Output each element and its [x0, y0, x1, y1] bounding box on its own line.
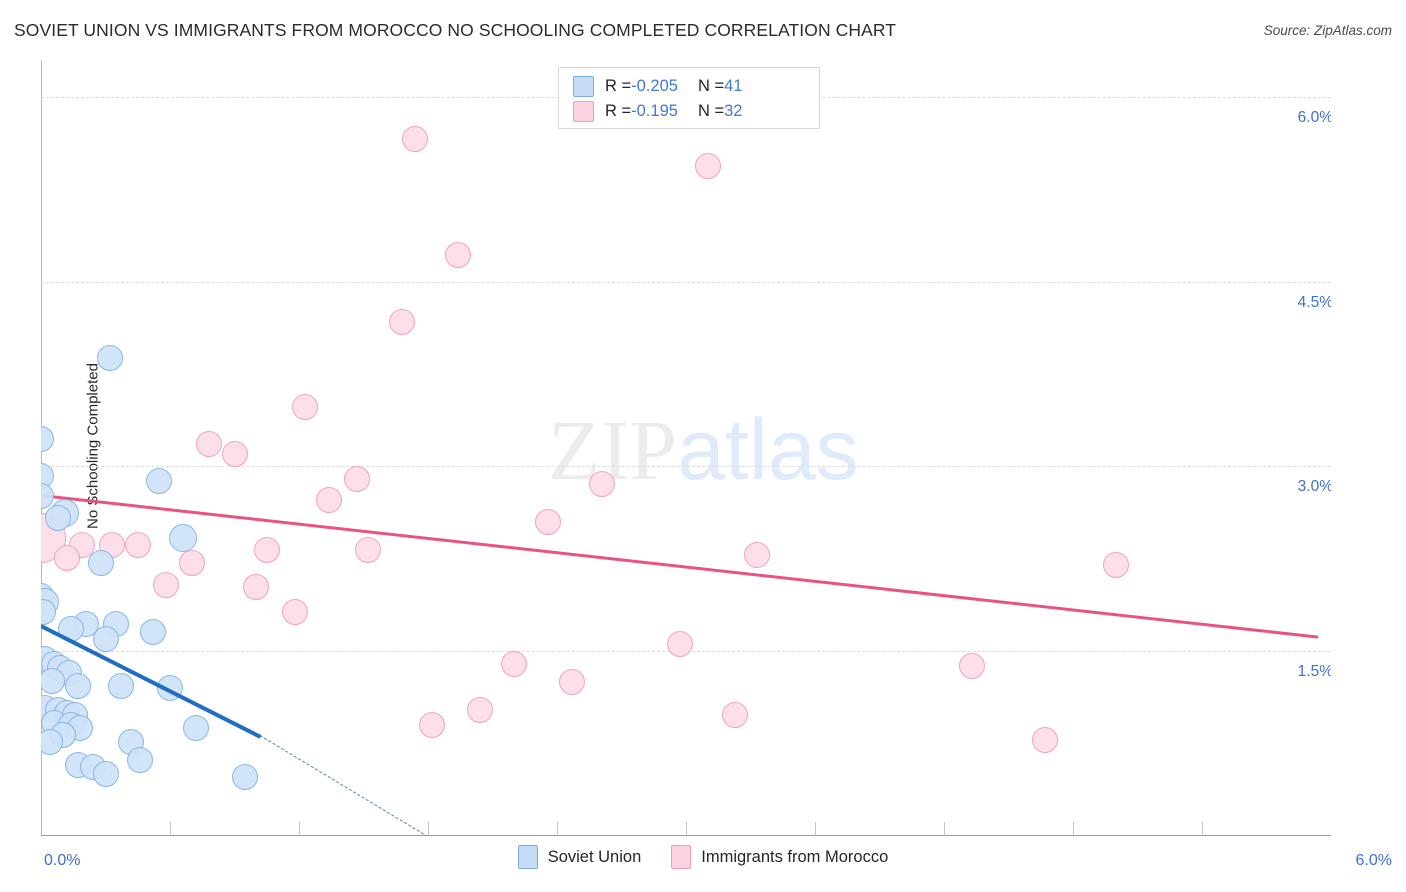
x-axis-tick — [170, 822, 171, 836]
stats-n-label-2: N = — [697, 101, 725, 120]
data-point-soviet-union[interactable] — [45, 505, 72, 532]
trend-line-soviet-union-extension — [260, 735, 429, 836]
data-point-soviet-union[interactable] — [58, 616, 85, 643]
data-point-morocco[interactable] — [53, 544, 80, 571]
stats-n-value-2: 32 — [724, 101, 743, 120]
data-point-morocco[interactable] — [292, 394, 319, 421]
data-point-morocco[interactable] — [722, 702, 749, 729]
data-point-morocco[interactable] — [535, 508, 562, 535]
correlation-stats-box: R = -0.205 N = 41 R = -0.195 N = 32 — [558, 67, 820, 129]
y-axis-tick-label: 6.0% — [1297, 108, 1331, 126]
data-point-morocco[interactable] — [221, 441, 248, 468]
data-point-soviet-union[interactable] — [107, 672, 134, 699]
legend-item-soviet-union[interactable]: Soviet Union — [517, 845, 642, 869]
data-point-morocco[interactable] — [253, 537, 280, 564]
data-point-morocco[interactable] — [589, 470, 616, 497]
x-axis-tick — [1073, 822, 1074, 836]
data-point-soviet-union[interactable] — [41, 729, 63, 756]
stats-row-soviet-union: R = -0.205 N = 41 — [573, 74, 742, 98]
stats-swatch-blue — [573, 75, 594, 97]
x-axis-tick — [686, 822, 687, 836]
x-axis-min-label: 0.0% — [44, 852, 81, 869]
gridline-y — [41, 466, 1331, 468]
stats-r-label-1: R = — [605, 76, 632, 95]
data-point-morocco[interactable] — [501, 650, 527, 677]
x-axis-max-label: 6.0% — [1355, 852, 1392, 869]
stats-n-value-1: 41 — [724, 76, 743, 95]
data-point-soviet-union[interactable] — [126, 746, 153, 773]
data-point-morocco[interactable] — [958, 653, 985, 680]
legend-label-morocco: Immigrants from Morocco — [701, 847, 889, 866]
stats-r-value-1: -0.205 — [631, 76, 678, 95]
data-point-soviet-union[interactable] — [64, 672, 91, 699]
legend-swatch-morocco — [671, 845, 692, 869]
data-point-soviet-union[interactable] — [96, 345, 123, 372]
data-point-morocco[interactable] — [419, 712, 446, 739]
x-axis-tick — [299, 822, 300, 836]
series-legend: Soviet Union Immigrants from Morocco — [0, 845, 1406, 869]
data-point-soviet-union[interactable] — [41, 667, 65, 694]
data-point-soviet-union[interactable] — [92, 625, 119, 652]
gridline-y — [41, 281, 1331, 283]
data-point-morocco[interactable] — [344, 465, 371, 492]
stats-r-value-2: -0.195 — [631, 101, 678, 120]
data-point-soviet-union[interactable] — [232, 763, 259, 790]
data-point-morocco[interactable] — [1032, 726, 1059, 753]
data-point-morocco[interactable] — [316, 486, 343, 513]
data-point-morocco[interactable] — [178, 549, 205, 576]
data-point-soviet-union[interactable] — [41, 426, 54, 453]
data-point-morocco[interactable] — [1103, 552, 1129, 579]
data-point-morocco[interactable] — [124, 532, 151, 559]
data-point-soviet-union[interactable] — [92, 761, 119, 788]
data-point-soviet-union[interactable] — [168, 523, 197, 552]
data-point-soviet-union[interactable] — [182, 714, 209, 741]
legend-item-morocco[interactable]: Immigrants from Morocco — [671, 845, 888, 869]
stats-r-label-2: R = — [605, 101, 632, 120]
stats-row-morocco: R = -0.195 N = 32 — [573, 99, 742, 123]
data-point-soviet-union[interactable] — [157, 675, 183, 702]
data-point-morocco[interactable] — [243, 574, 269, 601]
data-point-morocco[interactable] — [152, 571, 179, 598]
data-point-morocco[interactable] — [445, 241, 472, 268]
data-point-soviet-union[interactable] — [139, 618, 166, 645]
y-axis-tick-label: 4.5% — [1297, 293, 1331, 311]
data-point-morocco[interactable] — [402, 125, 429, 152]
x-axis-tick — [557, 822, 558, 836]
data-point-morocco[interactable] — [666, 630, 693, 657]
data-point-soviet-union[interactable] — [88, 549, 115, 576]
y-axis-tick-label: 3.0% — [1297, 478, 1331, 496]
data-point-morocco[interactable] — [281, 598, 308, 625]
x-axis-tick — [815, 822, 816, 836]
data-point-morocco[interactable] — [466, 697, 493, 724]
data-point-morocco[interactable] — [389, 309, 416, 336]
data-point-morocco[interactable] — [559, 669, 586, 696]
data-point-morocco[interactable] — [694, 152, 721, 179]
plot-area: 1.5% 3.0% 4.5% 6.0% — [41, 60, 1331, 836]
page-title: SOVIET UNION VS IMMIGRANTS FROM MOROCCO … — [14, 20, 897, 40]
x-axis-tick — [944, 822, 945, 836]
y-axis-tick-label: 1.5% — [1297, 663, 1331, 681]
data-point-morocco[interactable] — [195, 431, 222, 458]
legend-label-soviet-union: Soviet Union — [547, 847, 642, 866]
stats-swatch-pink — [573, 100, 594, 122]
x-axis-tick — [1202, 822, 1203, 836]
source-note: Source: ZipAtlas.com — [1263, 23, 1392, 38]
data-point-morocco[interactable] — [743, 542, 770, 569]
legend-swatch-soviet-union — [517, 845, 538, 869]
stats-n-label-1: N = — [697, 76, 725, 95]
data-point-morocco[interactable] — [354, 537, 381, 564]
x-axis-tick — [428, 822, 429, 836]
data-point-soviet-union[interactable] — [146, 468, 173, 495]
